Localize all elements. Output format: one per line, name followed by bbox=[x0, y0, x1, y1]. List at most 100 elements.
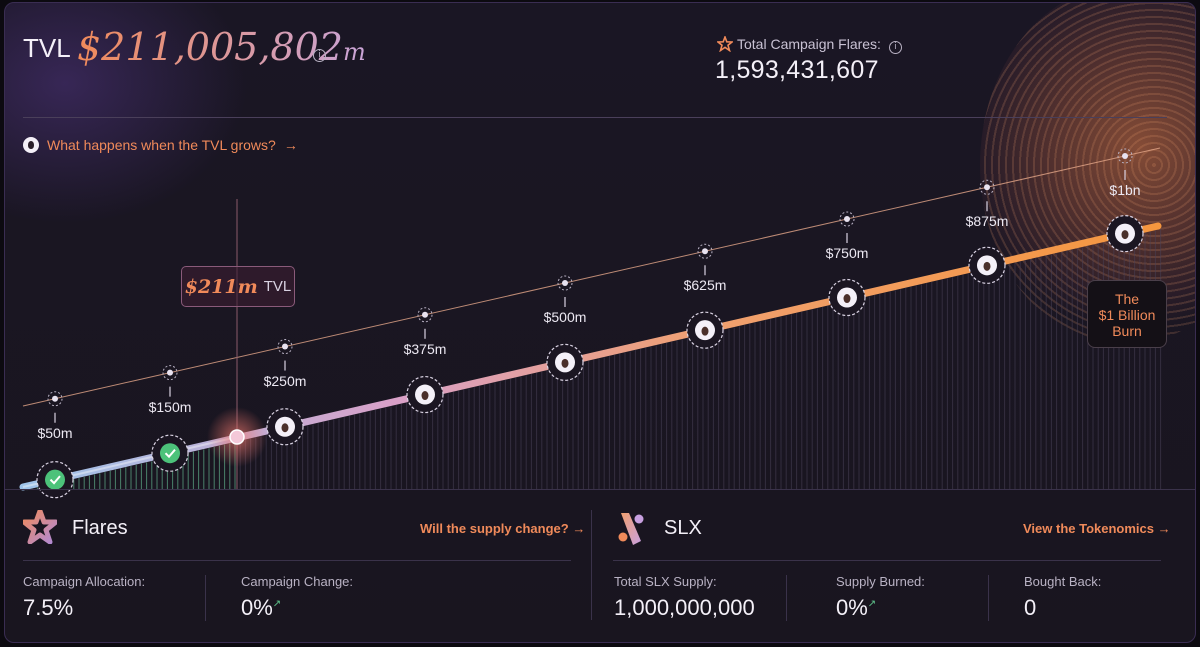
milestone-target-dot bbox=[984, 184, 990, 191]
milestone[interactable] bbox=[406, 307, 444, 414]
milestone-target-dot bbox=[844, 216, 850, 223]
star-icon bbox=[715, 34, 735, 57]
total-flares-label-text: Total Campaign Flares: bbox=[737, 36, 881, 52]
milestone-target-ring bbox=[697, 243, 713, 259]
flame-glyph bbox=[561, 358, 569, 368]
milestone-target-ring bbox=[557, 275, 573, 291]
arrow-right-icon: → bbox=[1157, 521, 1171, 536]
burn-line-1: The bbox=[1114, 291, 1140, 307]
slx-title: SLX bbox=[664, 517, 702, 539]
section-divider bbox=[591, 510, 592, 620]
milestone-target-ring bbox=[839, 211, 855, 227]
supply-burned-number: 0% bbox=[836, 595, 868, 620]
slx-divider bbox=[613, 560, 1161, 561]
supply-burned-value: 0%↗ bbox=[836, 595, 876, 621]
tvl-growth-link[interactable]: What happens when the TVL grows? → bbox=[23, 137, 298, 153]
arrow-up-icon: ↗ bbox=[272, 598, 282, 610]
milestone-target-dot bbox=[52, 395, 58, 402]
flares-divider bbox=[23, 560, 571, 561]
flame-glyph bbox=[843, 294, 851, 304]
milestone-target-dot bbox=[702, 248, 708, 255]
bought-back-label: Bought Back: bbox=[1024, 574, 1102, 589]
current-tvl-unit: TVL bbox=[263, 278, 292, 295]
milestone[interactable] bbox=[546, 275, 584, 381]
milestone-label: $250m bbox=[263, 372, 307, 389]
flares-logo-icon bbox=[21, 508, 59, 549]
milestone-label: $50m bbox=[37, 424, 73, 441]
milestone-target-dot bbox=[167, 369, 173, 376]
milestone[interactable] bbox=[686, 243, 724, 349]
stat-divider bbox=[988, 575, 989, 621]
milestone[interactable] bbox=[266, 339, 304, 446]
milestone-target-ring bbox=[162, 365, 178, 381]
flame-glyph bbox=[983, 261, 991, 271]
current-tvl-badge: $211m TVL bbox=[181, 266, 295, 307]
current-tvl-value: $211m bbox=[184, 275, 258, 298]
milestone-target-dot bbox=[562, 280, 568, 287]
arrow-up-icon: ↗ bbox=[867, 598, 877, 610]
milestone-target-ring bbox=[1117, 148, 1133, 164]
milestone[interactable] bbox=[151, 365, 189, 472]
supply-burned-label: Supply Burned: bbox=[836, 574, 925, 589]
chart-divider bbox=[5, 489, 1195, 490]
billion-burn-badge[interactable]: The $1 Billion Burn bbox=[1087, 280, 1167, 348]
burn-line-3: Burn bbox=[1112, 323, 1142, 339]
milestone-target-dot bbox=[422, 311, 428, 318]
header-divider bbox=[23, 117, 1167, 118]
total-supply-value: 1,000,000,000 bbox=[614, 595, 755, 620]
chart-hatching bbox=[26, 229, 1162, 491]
tvl-campaign-panel: TVL $211,005,802m i Total Campaign Flare… bbox=[4, 2, 1196, 643]
campaign-allocation-label: Campaign Allocation: bbox=[23, 574, 146, 589]
campaign-allocation-value: 7.5% bbox=[23, 595, 74, 620]
milestone[interactable] bbox=[1106, 148, 1144, 253]
milestone-label: $1bn bbox=[1109, 181, 1141, 198]
stat-divider bbox=[786, 575, 787, 621]
total-flares-label: Total Campaign Flares: i bbox=[737, 36, 902, 54]
milestone-target-ring bbox=[47, 391, 63, 407]
check-mark bbox=[49, 475, 61, 485]
campaign-change-value: 0%↗ bbox=[241, 595, 281, 621]
bought-back-value: 0 bbox=[1024, 595, 1037, 620]
info-icon[interactable]: i bbox=[888, 41, 902, 54]
total-supply-label: Total SLX Supply: bbox=[614, 574, 717, 589]
milestone-label: $875m bbox=[965, 213, 1009, 230]
milestone-target-ring bbox=[277, 339, 293, 355]
milestone[interactable] bbox=[36, 391, 74, 499]
milestone[interactable] bbox=[968, 179, 1006, 284]
milestone-target-ring bbox=[417, 307, 433, 323]
target-line bbox=[22, 147, 1161, 407]
supply-change-link-text: Will the supply change? bbox=[420, 521, 569, 536]
arrow-right-icon: → bbox=[283, 137, 298, 153]
flame-glyph bbox=[1121, 230, 1129, 240]
supply-change-link[interactable]: Will the supply change? → bbox=[420, 521, 585, 536]
burn-line-2: $1 Billion bbox=[1098, 307, 1156, 323]
milestone-label: $375m bbox=[403, 340, 447, 357]
slx-logo-icon bbox=[617, 511, 645, 552]
check-icon bbox=[160, 443, 180, 464]
tvl-label: TVL bbox=[23, 33, 71, 63]
campaign-change-number: 0% bbox=[241, 595, 273, 620]
campaign-change-label: Campaign Change: bbox=[241, 574, 354, 589]
check-mark bbox=[164, 449, 176, 459]
current-tvl-marker bbox=[229, 429, 245, 445]
flame-glyph bbox=[281, 423, 289, 433]
tokenomics-link-text: View the Tokenomics bbox=[1023, 521, 1155, 536]
tokenomics-link[interactable]: View the Tokenomics → bbox=[1023, 521, 1171, 536]
milestone-target-dot bbox=[282, 343, 288, 350]
milestone-label: $625m bbox=[683, 277, 727, 294]
arrow-right-icon: → bbox=[572, 521, 586, 536]
milestone-label: $500m bbox=[543, 309, 587, 325]
flame-icon bbox=[23, 137, 39, 153]
stat-divider bbox=[205, 575, 206, 621]
milestone-label: $150m bbox=[148, 398, 192, 415]
flame-glyph bbox=[701, 326, 709, 336]
flares-title: Flares bbox=[72, 517, 128, 539]
milestone-target-ring bbox=[979, 179, 995, 195]
milestone-label: $750m bbox=[825, 245, 869, 262]
check-icon bbox=[45, 469, 65, 490]
milestone[interactable] bbox=[828, 211, 866, 317]
info-icon[interactable]: i bbox=[313, 49, 326, 62]
flame-glyph bbox=[421, 391, 429, 401]
tvl-progress-chart bbox=[19, 147, 1162, 499]
total-flares-value: 1,593,431,607 bbox=[715, 56, 879, 84]
